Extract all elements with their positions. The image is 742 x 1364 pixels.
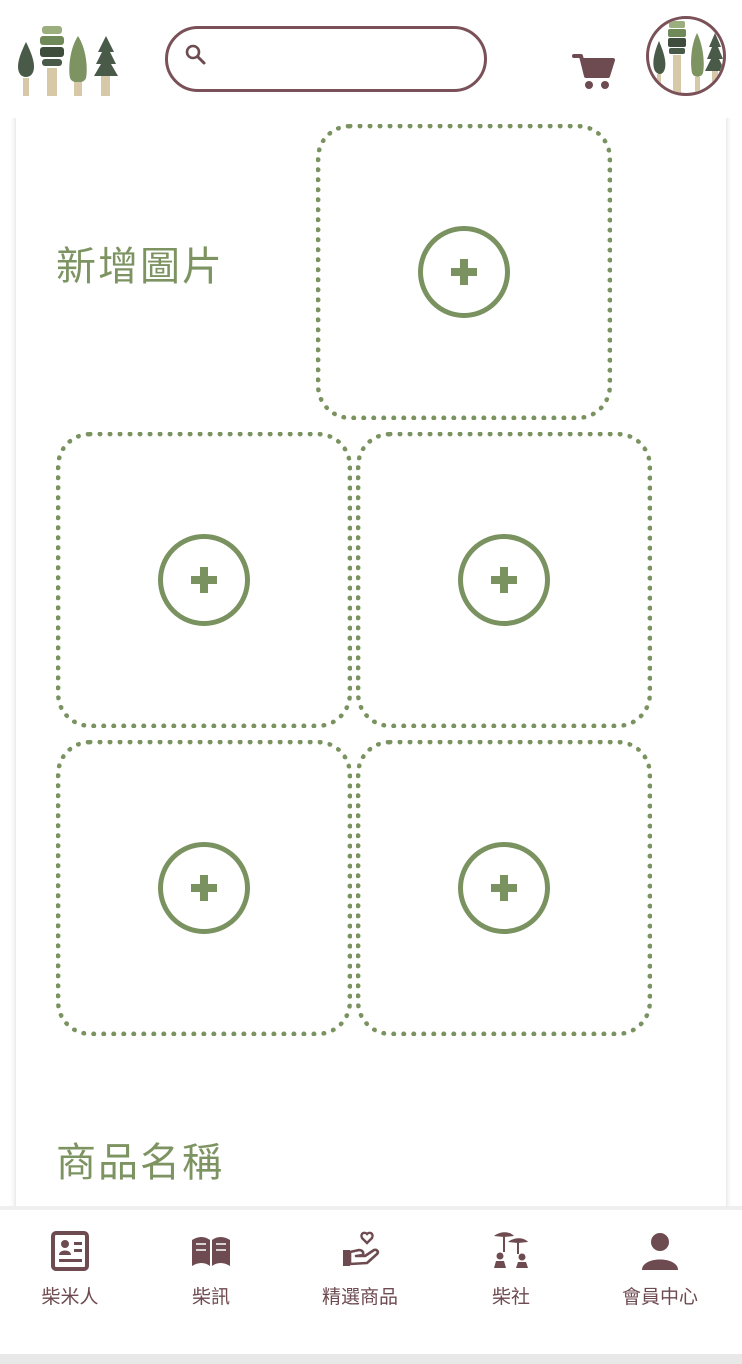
search-icon: [185, 44, 206, 65]
image-upload-slot-3[interactable]: [356, 432, 652, 728]
nav-item-chaixun[interactable]: 柴訊: [141, 1230, 281, 1320]
hand-heart-icon: [343, 1231, 380, 1266]
search-bar[interactable]: [165, 26, 487, 92]
add-images-label: 新增圖片: [56, 244, 224, 290]
image-upload-slot-1[interactable]: [316, 124, 612, 420]
nav-label: 會員中心: [621, 1286, 698, 1308]
user-icon: [642, 1233, 678, 1270]
forest-avatar-icon: [653, 21, 723, 93]
image-upload-slot-2[interactable]: [56, 432, 352, 728]
plus-circle-icon: [418, 226, 510, 318]
plus-circle-icon: [158, 842, 250, 934]
nav-label: 柴社: [491, 1286, 530, 1308]
nav-label: 柴米人: [41, 1286, 99, 1308]
home-indicator-strip: [0, 1354, 742, 1364]
plus-circle-icon: [158, 534, 250, 626]
search-input[interactable]: [214, 39, 468, 81]
image-upload-slot-4[interactable]: [56, 740, 352, 1036]
bottom-navigation: 柴米人 柴訊 精選商品: [0, 1206, 742, 1364]
nav-label: 柴訊: [191, 1286, 230, 1308]
nav-item-member-center[interactable]: 會員中心: [590, 1230, 730, 1320]
community-icon: [494, 1232, 528, 1268]
avatar[interactable]: [646, 16, 726, 96]
open-book-icon: [192, 1237, 230, 1266]
image-upload-slot-5[interactable]: [356, 740, 652, 1036]
plus-circle-icon: [458, 842, 550, 934]
nav-item-featured-products[interactable]: 精選商品: [290, 1230, 430, 1320]
shopping-cart-icon[interactable]: [572, 50, 616, 92]
forest-logo-icon[interactable]: [14, 24, 120, 100]
nav-item-chaishe[interactable]: 柴社: [441, 1230, 581, 1320]
product-name-label: 商品名稱: [56, 1140, 224, 1186]
header: [0, 0, 742, 118]
product-form-card: 新增圖片 商品名稱: [16, 84, 726, 1214]
profile-card-icon: [51, 1231, 89, 1271]
plus-circle-icon: [458, 534, 550, 626]
nav-item-chaimiren[interactable]: 柴米人: [0, 1230, 140, 1320]
nav-label: 精選商品: [321, 1286, 398, 1308]
